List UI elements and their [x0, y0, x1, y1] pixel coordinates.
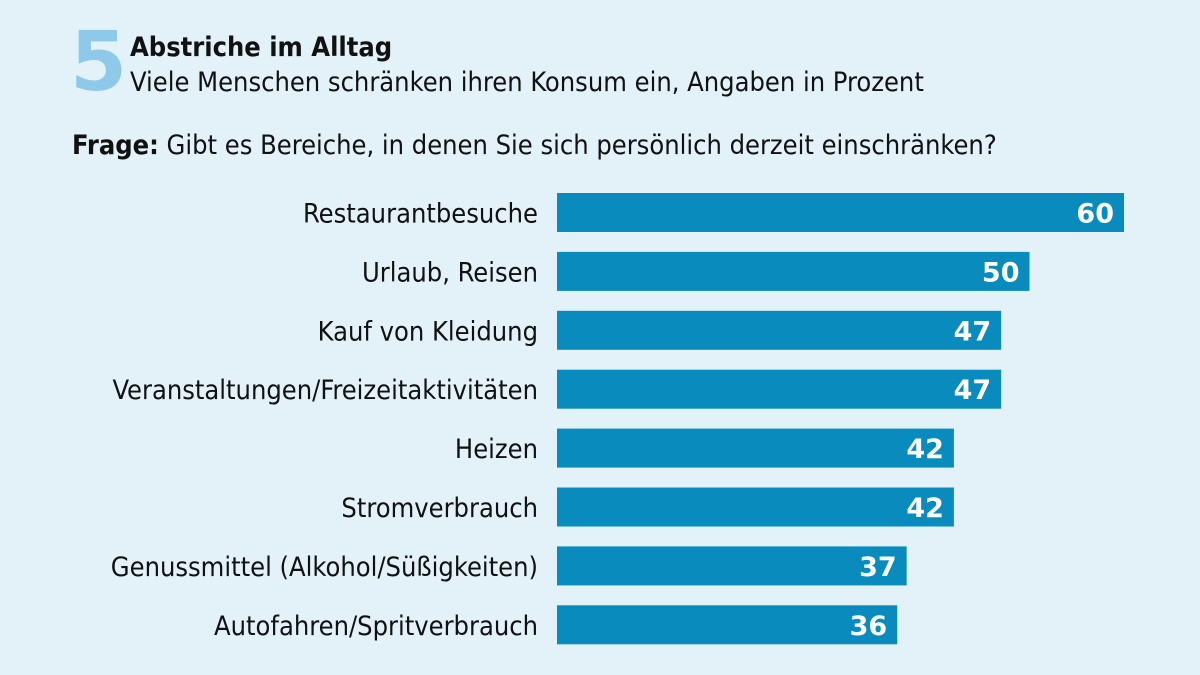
bar	[557, 428, 954, 468]
category-label: Genussmittel (Alkohol/Süßigkeiten)	[111, 552, 538, 583]
bar	[557, 546, 907, 586]
value-label: 42	[906, 434, 944, 465]
survey-question: Frage: Gibt es Bereiche, in denen Sie si…	[72, 129, 997, 163]
category-label: Autofahren/Spritverbrauch	[214, 611, 538, 642]
category-label: Stromverbrauch	[341, 493, 538, 524]
value-label: 47	[954, 375, 992, 406]
chart-number: 5	[70, 15, 128, 110]
bar	[557, 251, 1030, 291]
bar	[557, 369, 1002, 409]
bar	[557, 605, 898, 645]
question-text: Gibt es Bereiche, in denen Sie sich pers…	[166, 130, 997, 161]
question-label: Frage:	[72, 130, 159, 161]
value-label: 42	[906, 493, 944, 524]
category-label: Urlaub, Reisen	[362, 257, 538, 288]
chart-subtitle: Viele Menschen schränken ihren Konsum ei…	[130, 67, 924, 98]
value-label: 50	[982, 257, 1020, 288]
category-label: Restaurantbesuche	[303, 199, 538, 230]
bar	[557, 193, 1124, 232]
value-label: 36	[850, 611, 888, 642]
category-label: Heizen	[455, 434, 538, 465]
category-label: Kauf von Kleidung	[318, 316, 538, 347]
category-label: Veranstaltungen/Freizeitaktivitäten	[113, 375, 539, 406]
value-label: 60	[1076, 199, 1114, 230]
bar	[557, 487, 954, 527]
value-label: 47	[954, 316, 992, 347]
chart-title: Abstriche im Alltag	[130, 32, 393, 63]
value-label: 37	[859, 552, 897, 583]
bar	[557, 310, 1002, 350]
